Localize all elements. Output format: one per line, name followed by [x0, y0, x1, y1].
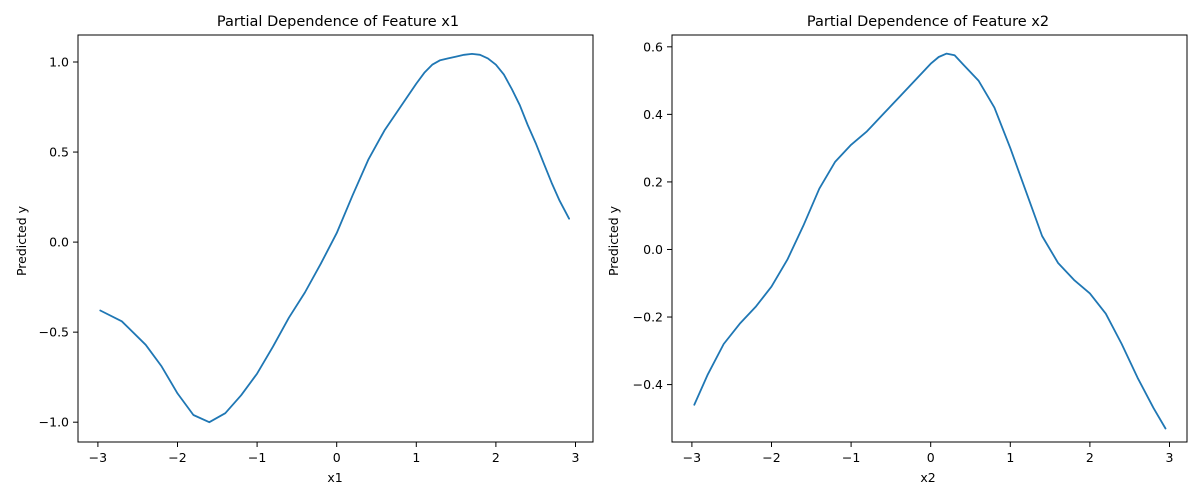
left-y-tick-label: 0.0: [49, 235, 69, 250]
left-chart-title: Partial Dependence of Feature x1: [217, 14, 459, 30]
right-axis-ticks: −3 −2 −1 0 1 2 3 −0.4 −0.2 0.0 0.2 0.4 0.6: [633, 39, 1174, 465]
left-x-tick-label: 3: [572, 450, 580, 465]
left-x-tick-label: −2: [168, 450, 186, 465]
right-chart-panel: Partial Dependence of Feature x2 x2 Pred…: [606, 14, 1188, 485]
right-x-tick-label: −1: [842, 450, 860, 465]
right-y-tick-label: 0.6: [643, 39, 663, 54]
left-chart-panel: Partial Dependence of Feature x1 x1 Pred…: [14, 14, 594, 485]
right-x-tick-label: −2: [762, 450, 780, 465]
left-x-tick-label: 0: [333, 450, 341, 465]
right-x-tick-label: 1: [1006, 450, 1014, 465]
right-y-tick-label: −0.2: [633, 310, 663, 325]
left-x-tick-label: 2: [492, 450, 500, 465]
right-x-axis-label: x2: [920, 470, 935, 485]
left-series-line: [99, 53, 570, 424]
right-x-tick-label: 2: [1086, 450, 1094, 465]
right-x-tick-label: 0: [927, 450, 935, 465]
right-chart-title: Partial Dependence of Feature x2: [807, 14, 1049, 30]
right-y-axis-label: Predicted y: [606, 205, 621, 276]
right-y-tick-label: 0.0: [643, 242, 663, 257]
left-axes-frame: [77, 34, 594, 443]
left-y-tick-label: 0.5: [49, 145, 69, 160]
right-x-tick-label: 3: [1166, 450, 1174, 465]
right-y-tick-label: 0.4: [643, 107, 663, 122]
right-x-tick-label: −3: [683, 450, 701, 465]
left-x-tick-label: −3: [89, 450, 107, 465]
left-y-tick-label: −1.0: [39, 415, 69, 430]
left-x-tick-label: 1: [412, 450, 420, 465]
right-y-tick-label: −0.4: [633, 377, 663, 392]
left-x-axis-label: x1: [327, 470, 342, 485]
left-y-tick-label: −0.5: [39, 325, 69, 340]
left-y-axis-label: Predicted y: [14, 205, 29, 276]
left-y-tick-label: 1.0: [49, 55, 69, 70]
right-y-tick-label: 0.2: [643, 174, 663, 189]
left-x-tick-label: −1: [248, 450, 266, 465]
right-series-line: [693, 52, 1167, 430]
left-axis-ticks: −3 −2 −1 0 1 2 3 −1.0 −0.5 0.0 0.5 1.0: [39, 55, 580, 465]
right-axes-frame: [671, 34, 1188, 443]
